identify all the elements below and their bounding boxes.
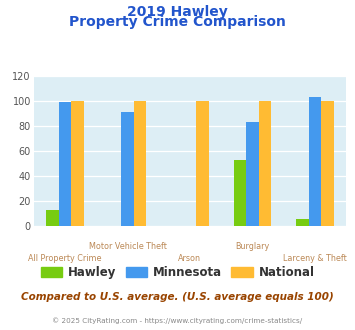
Bar bbox=[308, 97, 321, 226]
Bar bbox=[59, 102, 71, 226]
Bar bbox=[121, 112, 134, 226]
Text: Compared to U.S. average. (U.S. average equals 100): Compared to U.S. average. (U.S. average … bbox=[21, 292, 334, 302]
Bar bbox=[196, 101, 209, 226]
Bar bbox=[46, 210, 59, 226]
Text: Larceny & Theft: Larceny & Theft bbox=[283, 253, 347, 263]
Bar bbox=[296, 218, 308, 226]
Bar bbox=[246, 122, 259, 226]
Legend: Hawley, Minnesota, National: Hawley, Minnesota, National bbox=[36, 262, 319, 284]
Bar bbox=[259, 101, 271, 226]
Bar bbox=[234, 160, 246, 226]
Bar bbox=[134, 101, 146, 226]
Text: Burglary: Burglary bbox=[235, 242, 269, 251]
Text: Property Crime Comparison: Property Crime Comparison bbox=[69, 15, 286, 29]
Text: All Property Crime: All Property Crime bbox=[28, 253, 102, 263]
Text: 2019 Hawley: 2019 Hawley bbox=[127, 5, 228, 19]
Text: Arson: Arson bbox=[179, 253, 201, 263]
Text: Motor Vehicle Theft: Motor Vehicle Theft bbox=[88, 242, 166, 251]
Bar bbox=[71, 101, 84, 226]
Text: © 2025 CityRating.com - https://www.cityrating.com/crime-statistics/: © 2025 CityRating.com - https://www.city… bbox=[53, 317, 302, 324]
Bar bbox=[321, 101, 334, 226]
